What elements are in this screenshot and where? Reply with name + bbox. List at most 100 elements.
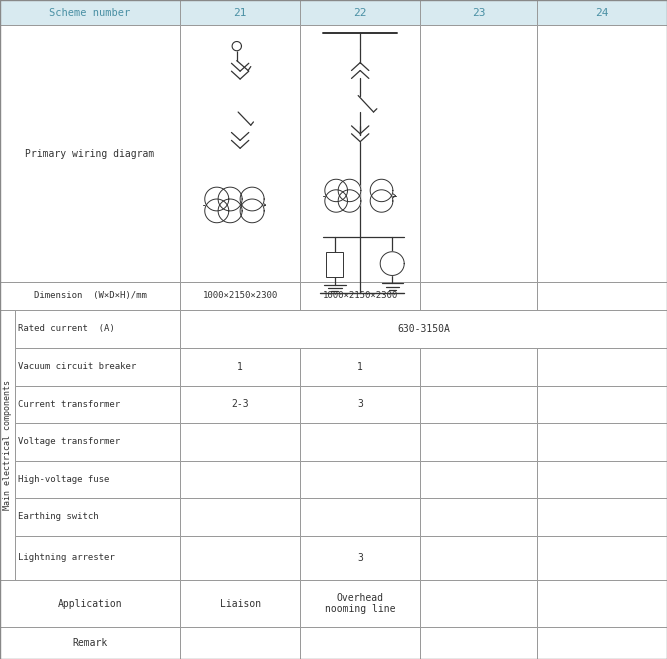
Bar: [180, 386, 300, 423]
Bar: [300, 282, 420, 310]
Text: 1000×2150×2300: 1000×2150×2300: [323, 291, 398, 301]
Bar: [180, 580, 300, 627]
Bar: [420, 461, 537, 498]
Bar: [420, 0, 537, 25]
Bar: [420, 580, 537, 627]
Bar: [537, 386, 667, 423]
Polygon shape: [205, 199, 229, 223]
Text: Remark: Remark: [73, 638, 107, 648]
Polygon shape: [370, 190, 393, 212]
Bar: [0, 282, 180, 310]
Text: Rated current  (A): Rated current (A): [18, 324, 115, 333]
Text: Voltage transformer: Voltage transformer: [18, 438, 120, 446]
Polygon shape: [240, 199, 264, 223]
Bar: [0, 0, 180, 25]
Bar: [15, 536, 180, 580]
Bar: [180, 423, 300, 461]
Bar: [0, 310, 15, 580]
Bar: [0, 25, 180, 282]
Bar: [537, 0, 667, 25]
Text: 23: 23: [472, 7, 486, 18]
Bar: [300, 498, 420, 536]
Bar: [180, 282, 300, 310]
Bar: [180, 0, 300, 25]
Bar: [180, 627, 300, 659]
Bar: [180, 348, 300, 386]
Polygon shape: [370, 179, 393, 202]
Text: Application: Application: [58, 598, 122, 609]
Bar: [537, 461, 667, 498]
Bar: [326, 252, 343, 277]
Polygon shape: [240, 187, 264, 211]
Bar: [15, 461, 180, 498]
Bar: [300, 25, 420, 282]
Bar: [180, 498, 300, 536]
Polygon shape: [205, 187, 229, 211]
Text: 24: 24: [595, 7, 609, 18]
Polygon shape: [338, 190, 361, 212]
Text: 630-3150A: 630-3150A: [397, 324, 450, 334]
Polygon shape: [325, 179, 348, 202]
Polygon shape: [218, 199, 242, 223]
Text: Current transformer: Current transformer: [18, 400, 120, 409]
Bar: [180, 310, 667, 348]
Bar: [15, 423, 180, 461]
Bar: [537, 348, 667, 386]
Text: Earthing switch: Earthing switch: [18, 513, 99, 521]
Bar: [537, 282, 667, 310]
Text: 1: 1: [358, 362, 363, 372]
Bar: [537, 423, 667, 461]
Bar: [15, 498, 180, 536]
Bar: [300, 461, 420, 498]
Text: Dimension  (W×D×H)/mm: Dimension (W×D×H)/mm: [33, 291, 147, 301]
Text: High-voltage fuse: High-voltage fuse: [18, 475, 109, 484]
Text: Lightning arrester: Lightning arrester: [18, 554, 115, 562]
Bar: [300, 423, 420, 461]
Bar: [420, 25, 537, 282]
Text: Main electrical components: Main electrical components: [3, 380, 12, 510]
Bar: [537, 25, 667, 282]
Bar: [15, 348, 180, 386]
Text: Overhead
nooming line: Overhead nooming line: [325, 593, 396, 614]
Bar: [537, 498, 667, 536]
Text: 22: 22: [354, 7, 367, 18]
Bar: [180, 461, 300, 498]
Bar: [300, 627, 420, 659]
Text: 1000×2150×2300: 1000×2150×2300: [203, 291, 277, 301]
Text: Liaison: Liaison: [219, 598, 261, 609]
Bar: [0, 627, 180, 659]
Polygon shape: [380, 252, 404, 275]
Bar: [300, 348, 420, 386]
Bar: [537, 536, 667, 580]
Bar: [420, 282, 537, 310]
Bar: [420, 348, 537, 386]
Bar: [300, 386, 420, 423]
Text: 3: 3: [358, 553, 363, 563]
Bar: [420, 423, 537, 461]
Polygon shape: [325, 190, 348, 212]
Bar: [180, 536, 300, 580]
Polygon shape: [338, 179, 361, 202]
Bar: [300, 536, 420, 580]
Bar: [180, 25, 300, 282]
Bar: [537, 627, 667, 659]
Bar: [15, 386, 180, 423]
Bar: [300, 580, 420, 627]
Polygon shape: [218, 187, 242, 211]
Bar: [0, 580, 180, 627]
Polygon shape: [232, 42, 241, 51]
Bar: [420, 386, 537, 423]
Text: 3: 3: [358, 399, 363, 409]
Text: Vacuum circuit breaker: Vacuum circuit breaker: [18, 362, 136, 371]
Bar: [420, 536, 537, 580]
Text: 21: 21: [233, 7, 247, 18]
Bar: [420, 627, 537, 659]
Bar: [420, 498, 537, 536]
Bar: [300, 0, 420, 25]
Text: 1: 1: [237, 362, 243, 372]
Text: Scheme number: Scheme number: [49, 7, 131, 18]
Text: Primary wiring diagram: Primary wiring diagram: [25, 148, 155, 159]
Bar: [15, 310, 180, 348]
Text: 2-3: 2-3: [231, 399, 249, 409]
Bar: [537, 580, 667, 627]
